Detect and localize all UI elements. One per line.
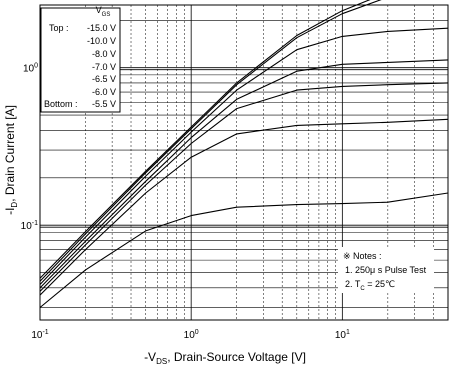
series-line [39,82,449,292]
plot-frame [39,4,449,321]
legend-entry: -8.0 V [92,49,116,59]
series-line [39,0,371,279]
legend-header: VGS [96,5,111,18]
series-line [39,59,449,289]
legend-entry: -6.5 V [92,74,116,84]
x-tick-label: 100 [184,329,199,341]
notes-box: ※ Notes : 1. 250μ s Pulse Test 2. TC = 2… [338,247,434,293]
series-line [39,192,449,308]
y-axis-label: -ID, Drain Current [A] [3,105,19,215]
notes-title: ※ Notes : [343,251,382,261]
x-axis-label: -VDS, Drain-Source Voltage [V] [144,350,306,366]
notes-line-2: 2. TC = 25℃ [345,279,395,292]
x-tick-label: 10-1 [31,329,48,341]
series-line [39,118,449,296]
notes-background [338,247,434,293]
y-tick-label: 10-1 [21,220,38,232]
legend-bottom-label: Bottom : [44,99,78,109]
curve-group [39,0,449,308]
legend-entry: -6.0 V [92,87,116,97]
legend-frame [40,7,121,113]
series-line [39,0,382,282]
series-line [39,27,449,285]
legend-top-label: Top : [49,23,69,33]
legend-entry: -10.0 V [87,36,116,46]
x-tick-label: 101 [335,329,350,341]
legend-entry: -15.0 V [87,23,116,33]
notes-line-1: 1. 250μ s Pulse Test [345,265,427,275]
y-tick-label: 100 [23,63,38,75]
legend-box: VGS Top : Bottom : -15.0 V -10.0 V -8.0 … [40,5,121,113]
legend-entry: -5.5 V [92,99,116,109]
y-tick-labels: 10-1 100 [21,63,38,233]
x-tick-labels: 10-1 100 101 [31,329,350,341]
legend-entry: -7.0 V [92,62,116,72]
